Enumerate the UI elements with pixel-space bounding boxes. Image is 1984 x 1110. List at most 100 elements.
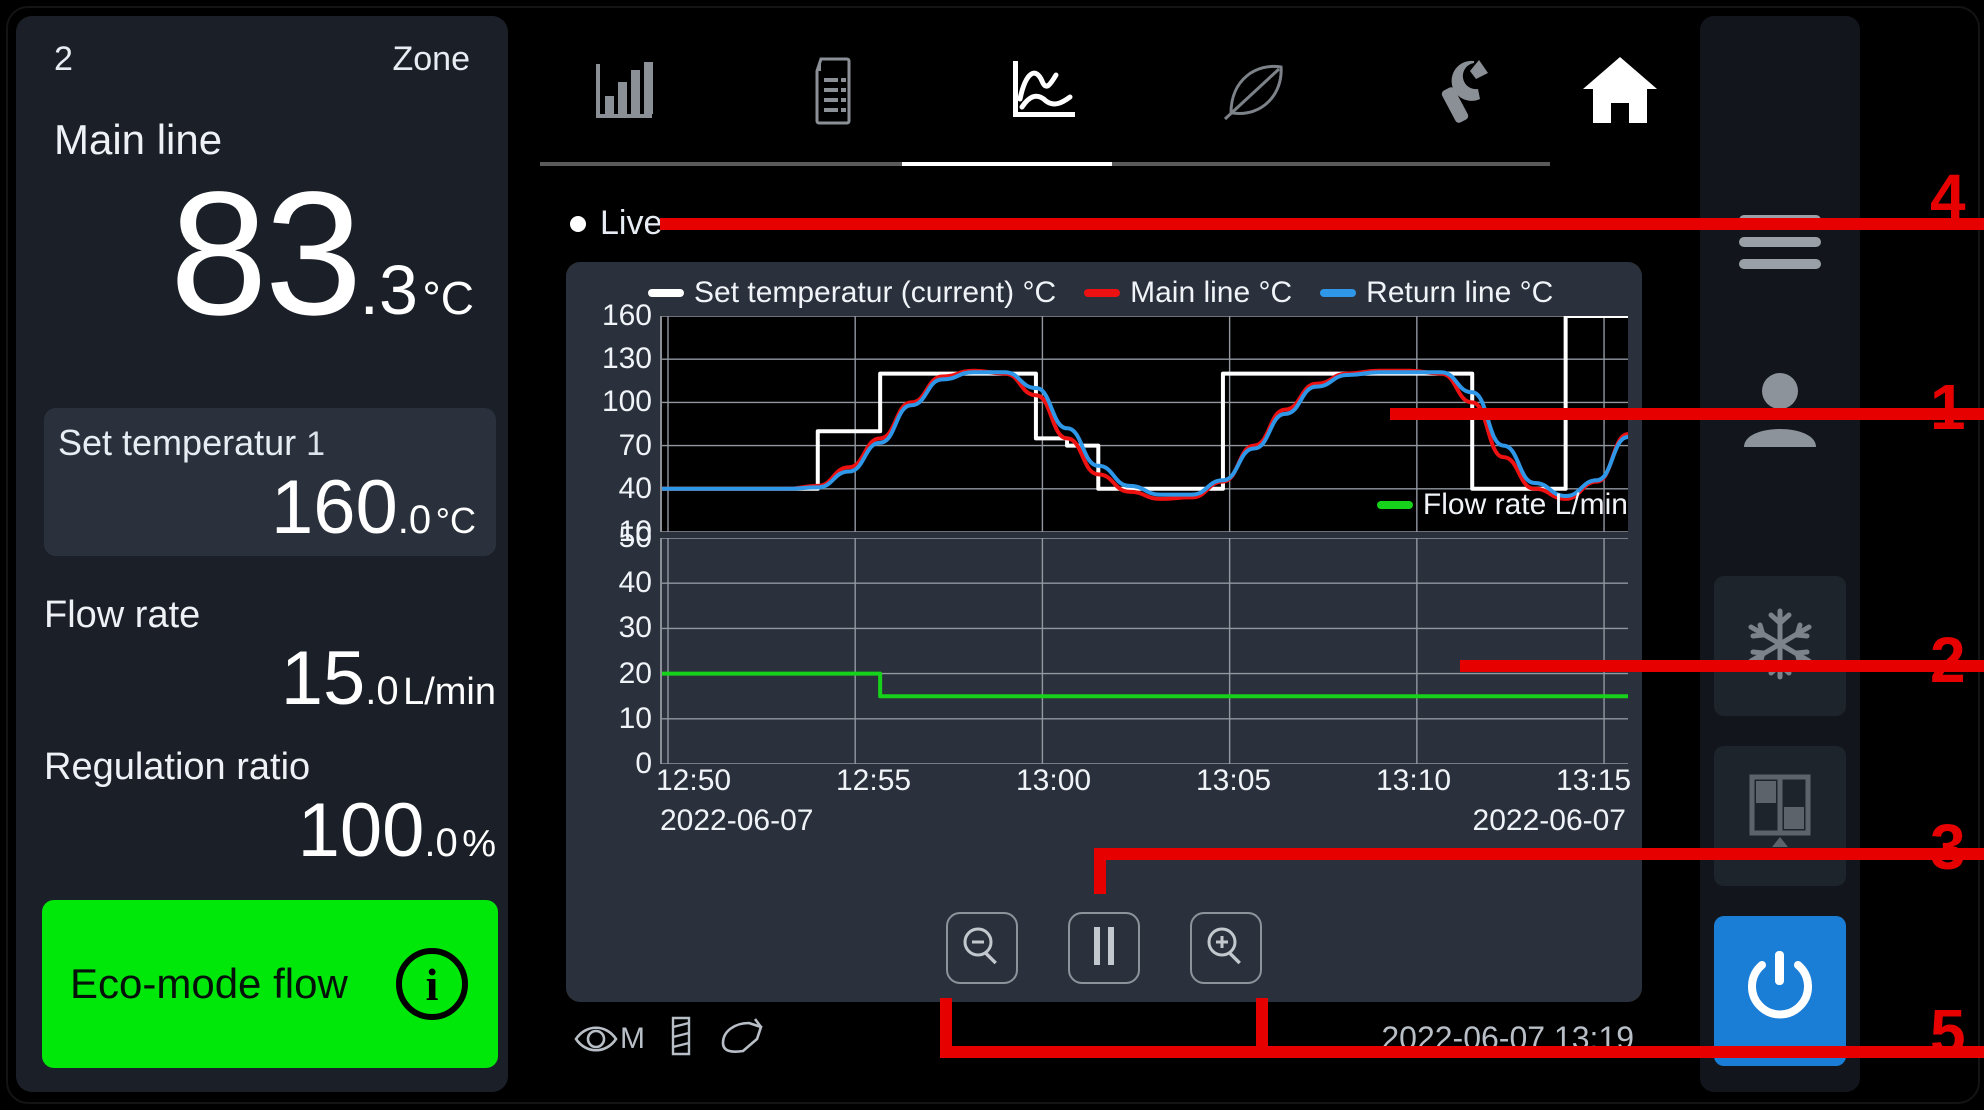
status-datetime: 2022-06-07 13:19 [1381, 1020, 1634, 1056]
line-chart-icon [1010, 59, 1080, 123]
flow-rate-metric: Flow rate 15.0 L/min [44, 594, 496, 717]
y-tick-label: 20 [618, 656, 652, 690]
zoom-in-button[interactable] [1190, 912, 1262, 984]
bar-chart-icon [592, 60, 658, 122]
temperature-chart-y-axis: 160 130 100 70 40 10 [584, 299, 658, 548]
tab-service[interactable] [1360, 16, 1570, 166]
home-icon [1579, 53, 1661, 132]
live-indicator[interactable]: Live [570, 204, 662, 243]
flow-rate-reading: 15.0 L/min [44, 641, 496, 717]
door-icon [1742, 771, 1818, 862]
legend-swatch-flow-rate [1376, 501, 1413, 509]
sidebar-item-cooling[interactable] [1714, 576, 1846, 716]
main-line-value: 83 [169, 156, 363, 352]
regulation-ratio-metric: Regulation ratio 100.0 % [44, 746, 496, 869]
zoom-out-button[interactable] [946, 912, 1018, 984]
pause-button[interactable] [1068, 912, 1140, 984]
tab-log[interactable] [730, 16, 940, 166]
toolbar-underline [540, 162, 1550, 166]
legend-label-return-line: Return line °C [1366, 276, 1554, 309]
y-tick-label: 130 [601, 342, 652, 376]
sidebar-item-menu[interactable] [1714, 184, 1846, 304]
set-temperature-unit: °C [435, 500, 476, 541]
home-button[interactable] [1570, 22, 1670, 162]
tab-eco[interactable] [1150, 16, 1360, 166]
temperature-chart-plot-area [660, 316, 1628, 533]
status-bar: M 2022-06-07 13:19 [566, 1010, 1642, 1080]
eye-icon[interactable]: M [574, 1022, 645, 1056]
set-temperature-value: 160 [270, 465, 398, 550]
zone-label: Zone [392, 40, 471, 78]
right-sidebar [1700, 16, 1860, 1092]
zone-info-panel: 2 Zone Main line 83.3 °C Set temperatur … [16, 16, 508, 1092]
top-toolbar [520, 16, 1670, 176]
status-icon-group: M [574, 1014, 769, 1063]
flow-rate-chart-y-axis: 50 40 30 20 10 0 [584, 521, 658, 780]
user-icon [1738, 371, 1822, 452]
legend-label-set-temperature: Set temperatur (current) °C [694, 276, 1057, 309]
sidebar-item-mold[interactable] [1714, 746, 1846, 886]
usb-icon[interactable] [717, 1015, 769, 1062]
y-tick-label: 160 [601, 299, 652, 332]
set-temperature-label-text: Set temperatur [58, 422, 297, 463]
live-dot-icon [570, 215, 586, 232]
eco-mode-banner[interactable]: Eco-mode flow i [42, 900, 498, 1068]
y-tick-label: 70 [618, 428, 652, 462]
main-line-reading: 83.3 °C [16, 166, 474, 342]
leaf-icon [1219, 57, 1291, 125]
set-temperature-label: Set temperatur 1 [58, 422, 325, 464]
eye-mode-label: M [620, 1021, 645, 1055]
legend-label-flow-rate: Flow rate L/min [1422, 488, 1628, 521]
tab-statistics[interactable] [520, 16, 730, 166]
x-tick-label: 13:05 [1196, 764, 1272, 797]
y-tick-label: 40 [618, 566, 652, 600]
flow-rate-unit: L/min [403, 671, 496, 713]
flow-rate-value: 15 [280, 636, 366, 721]
sidebar-item-user[interactable] [1714, 346, 1846, 476]
legend-swatch-set-temperature [648, 289, 684, 297]
chart-controls [566, 912, 1642, 984]
main-line-decimal: .3 [359, 251, 418, 329]
active-tab-indicator [902, 162, 1112, 166]
x-tick-label: 12:50 [656, 764, 732, 797]
power-icon [1742, 949, 1818, 1034]
series-line [662, 316, 1628, 489]
flow-rate-label: Flow rate [44, 594, 201, 636]
flow-rate-chart-legend: Flow rate L/min [1376, 488, 1628, 522]
document-icon [807, 56, 863, 126]
live-label: Live [600, 204, 663, 242]
main-line-label: Main line [54, 116, 223, 163]
temperature-chart: 160 130 100 70 40 10 [584, 299, 1628, 548]
series-line [662, 372, 1628, 496]
regulation-ratio-label: Regulation ratio [44, 746, 311, 788]
mold-stack-icon[interactable] [667, 1014, 695, 1063]
x-tick-label: 12:55 [836, 764, 912, 797]
tab-trend[interactable] [940, 16, 1150, 166]
x-tick-label: 13:00 [1016, 764, 1092, 797]
legend-item-main-line: Main line °C [1084, 276, 1292, 310]
toolbar-icon-row [520, 16, 1570, 166]
sidebar-item-power[interactable] [1714, 916, 1846, 1066]
y-tick-label: 40 [618, 471, 652, 505]
zoom-out-icon [959, 923, 1005, 974]
zoom-in-icon [1203, 923, 1249, 974]
chart-x-axis: 12:50 12:55 13:00 13:05 13:10 13:15 2022-06-0… [584, 764, 1631, 844]
flow-rate-chart-plot-area [660, 537, 1628, 765]
regulation-ratio-value: 100 [297, 788, 425, 873]
y-tick-label: 0 [635, 747, 652, 780]
wrench-icon [1434, 57, 1496, 125]
set-temperature-card[interactable]: Set temperatur 1 160.0 °C [44, 408, 496, 556]
y-tick-label: 100 [601, 385, 652, 419]
info-icon[interactable]: i [396, 948, 468, 1020]
x-axis-date-right: 2022-06-07 [1472, 804, 1626, 837]
set-temperature-decimal: .0 [397, 498, 432, 542]
regulation-ratio-unit: % [462, 823, 496, 865]
legend-item-return-line: Return line °C [1320, 276, 1553, 310]
regulation-ratio-decimal: .0 [424, 821, 458, 865]
set-temperature-reading: 160.0 °C [271, 470, 476, 546]
legend-swatch-return-line [1320, 289, 1357, 297]
legend-label-main-line: Main line °C [1130, 276, 1293, 309]
chart-panel: Set temperatur (current) °C Main line °C… [566, 262, 1642, 1002]
menu-icon [1737, 211, 1823, 278]
legend-item-set-temperature: Set temperatur (current) °C [648, 276, 1056, 310]
